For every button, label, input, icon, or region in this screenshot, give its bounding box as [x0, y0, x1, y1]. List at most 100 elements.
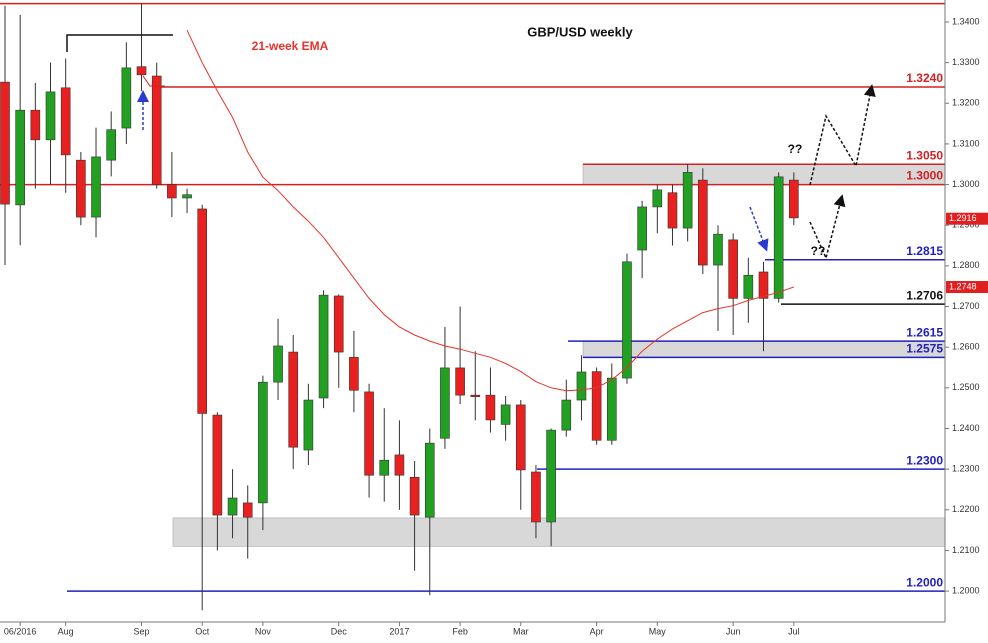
candle-body [667, 192, 678, 229]
candle-body [258, 381, 268, 504]
annotation: ?? [788, 142, 803, 156]
zone [172, 517, 946, 547]
candle-body [45, 91, 56, 141]
candle-body [364, 391, 374, 476]
candle-body [30, 109, 41, 141]
y-tick-label: 1.2500 [952, 382, 980, 392]
candle-body [470, 394, 481, 397]
candle-body [242, 502, 253, 518]
candle-body [273, 345, 283, 383]
candle-body [409, 476, 420, 516]
y-tick-label: 1.2600 [952, 342, 980, 352]
x-tick-label: Dec [331, 626, 348, 636]
y-tick-label: 1.2100 [952, 545, 980, 555]
candle-body [91, 156, 101, 218]
level-label: 1.2706 [906, 288, 943, 302]
x-tick-label: Oct [195, 626, 210, 636]
candle-body [197, 208, 208, 414]
chart-title: GBP/USD weekly [527, 24, 633, 39]
x-tick-label: Apr [590, 626, 604, 636]
candle-body [773, 176, 784, 299]
candle-body [349, 357, 359, 391]
candle-body [546, 429, 556, 523]
level-label: 1.3240 [906, 71, 943, 85]
level-label: 1.2000 [906, 575, 943, 589]
candle-body [606, 377, 617, 441]
candle-body [515, 404, 526, 471]
price-tag [946, 281, 988, 294]
level-label: 1.3445 [906, 0, 943, 2]
candle-body [789, 179, 799, 219]
candle-body [728, 239, 738, 299]
x-tick-label: May [649, 626, 667, 636]
arrow [749, 206, 769, 252]
candle-body [652, 189, 663, 208]
y-tick-label: 1.2700 [952, 301, 980, 311]
candle-body [212, 414, 223, 516]
candle-body [106, 129, 116, 161]
candle-body [151, 75, 162, 185]
level-label: 1.3000 [906, 169, 943, 183]
aug-high [66, 34, 173, 52]
candle-body [15, 109, 25, 206]
candle-body [136, 66, 147, 76]
level-label: 1.2300 [906, 453, 943, 467]
y-tick-label: 1.2200 [952, 504, 980, 514]
price-tag [946, 212, 988, 225]
y-tick-label: 1.2000 [952, 585, 980, 595]
candle-body [182, 194, 192, 199]
candle-body [591, 371, 602, 441]
candle-body [682, 172, 693, 229]
candle-body [743, 274, 754, 299]
candle-body [303, 399, 314, 451]
x-tick-label: 2017 [389, 626, 409, 636]
x-tick-label: Sep [134, 626, 150, 636]
x-tick-label: Jun [726, 626, 741, 636]
x-tick-label: Aug [58, 626, 74, 636]
legend-label: 21-week EMA [252, 39, 329, 53]
candle-body [622, 261, 632, 379]
level-label: 1.2815 [906, 244, 943, 258]
candle-body [531, 471, 541, 523]
y-tick-label: 1.2300 [952, 464, 980, 474]
level-label: 1.2615 [906, 325, 943, 339]
candle-body [485, 394, 496, 421]
level-label: 1.3050 [906, 148, 943, 162]
candle-body [500, 404, 511, 425]
x-tick-label: Mar [513, 626, 529, 636]
price-tag-label: 1.2916 [949, 213, 977, 223]
level-label: 1.2575 [906, 342, 943, 356]
candle-body [60, 87, 71, 156]
y-tick-label: 1.3400 [952, 16, 980, 26]
candle-body [0, 81, 10, 205]
drawings [66, 34, 876, 261]
x-tick-label: Feb [452, 626, 468, 636]
candle-body [121, 67, 132, 129]
projection [809, 84, 876, 186]
price-tag-label: 1.2748 [949, 281, 977, 291]
zone [582, 163, 946, 185]
candle-body [637, 206, 647, 251]
y-tick-label: 1.3300 [952, 57, 980, 67]
annotation: ?? [811, 244, 826, 258]
candle-body [333, 295, 344, 353]
candle-body [455, 367, 465, 396]
candle-body [227, 497, 238, 516]
candle-body [394, 454, 405, 476]
candle-body [698, 179, 708, 266]
y-tick-label: 1.3200 [952, 98, 980, 108]
candle-body [576, 371, 587, 401]
y-tick-label: 1.3000 [952, 179, 980, 189]
candle-body [288, 351, 299, 448]
x-tick-label: 06/2016 [4, 626, 37, 636]
bracket [142, 75, 165, 87]
candle-body [167, 184, 177, 199]
candle-body [440, 367, 450, 439]
candle-body [379, 459, 390, 476]
candle-body [318, 294, 329, 399]
candle-body [561, 399, 572, 431]
candle-body [76, 159, 86, 218]
y-tick-label: 1.2400 [952, 423, 980, 433]
x-tick-label: Jul [788, 626, 800, 636]
